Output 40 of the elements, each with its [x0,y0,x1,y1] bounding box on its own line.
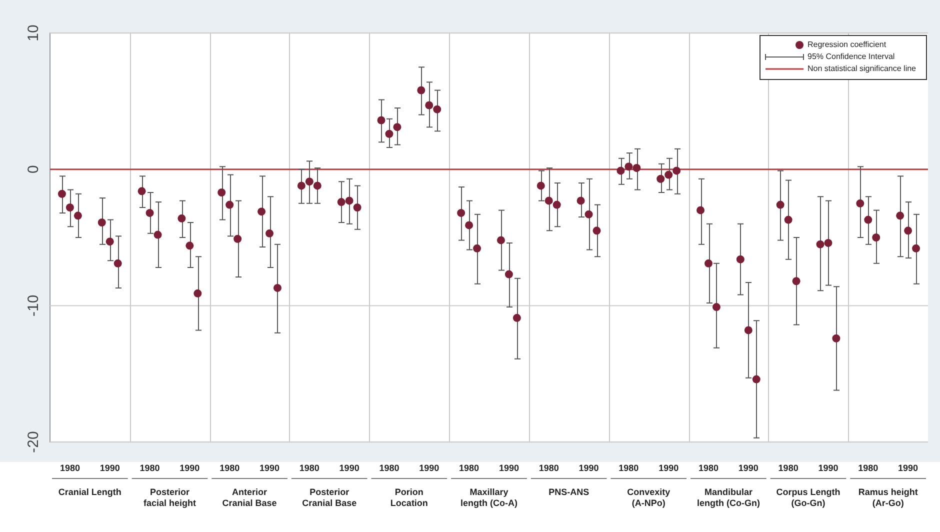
x-tick-label: 1980 [299,462,320,473]
x-tick-label: 1990 [259,462,280,473]
x-tick-label: 1990 [100,462,120,473]
y-tick-label: -20 [25,431,42,453]
x-tick-label: 1980 [778,462,798,473]
y-tick-label: -10 [25,294,42,317]
text: Posterior Cranial Base [302,486,357,508]
x-tick-label: 1980 [220,462,240,473]
x-tick-label: 1980 [538,462,559,473]
x-tick-label: 1990 [738,462,758,473]
x-tick-label: 1980 [140,462,160,473]
text: Corpus Length (Go-Gn) [776,486,840,508]
legend-label: Non statistical significance line [808,64,917,74]
y-tick-label: 10 [25,24,42,42]
text: Anterior Cranial Base [222,486,277,508]
x-tick-label: 1990 [578,462,599,473]
x-tick-label: 1980 [60,462,80,473]
text: Cranial Length [58,486,122,497]
text: Convexity (A-NPo) [627,486,670,508]
x-tick-label: 1990 [339,462,360,473]
text: Posterior facial height [143,486,196,508]
text: Maxillary length (Co-A) [460,486,518,508]
x-tick-label: 1990 [419,462,440,473]
x-tick-label: 1990 [898,462,918,473]
x-tick-label: 1990 [658,462,679,473]
x-tick-label: 1980 [698,462,719,473]
text: Mandibular length (Co-Gn) [696,486,760,508]
x-tick-label: 1990 [818,462,838,473]
x-tick-label: 1990 [180,462,200,473]
x-tick-label: 1980 [459,462,480,473]
legend-label: Regression coefficient [808,40,887,50]
y-tick-label: 0 [25,165,42,174]
text: PNS-ANS [548,486,590,497]
x-tick-label: 1980 [379,462,400,473]
x-tick-label: 1990 [498,462,519,473]
x-tick-label: 1980 [858,462,878,473]
annotation: 95% Confidence Interval [808,52,895,62]
x-tick-label: 1980 [618,462,639,473]
text: Porion Location [390,486,428,508]
text: Ramus height (Ar-Go) [858,486,918,508]
